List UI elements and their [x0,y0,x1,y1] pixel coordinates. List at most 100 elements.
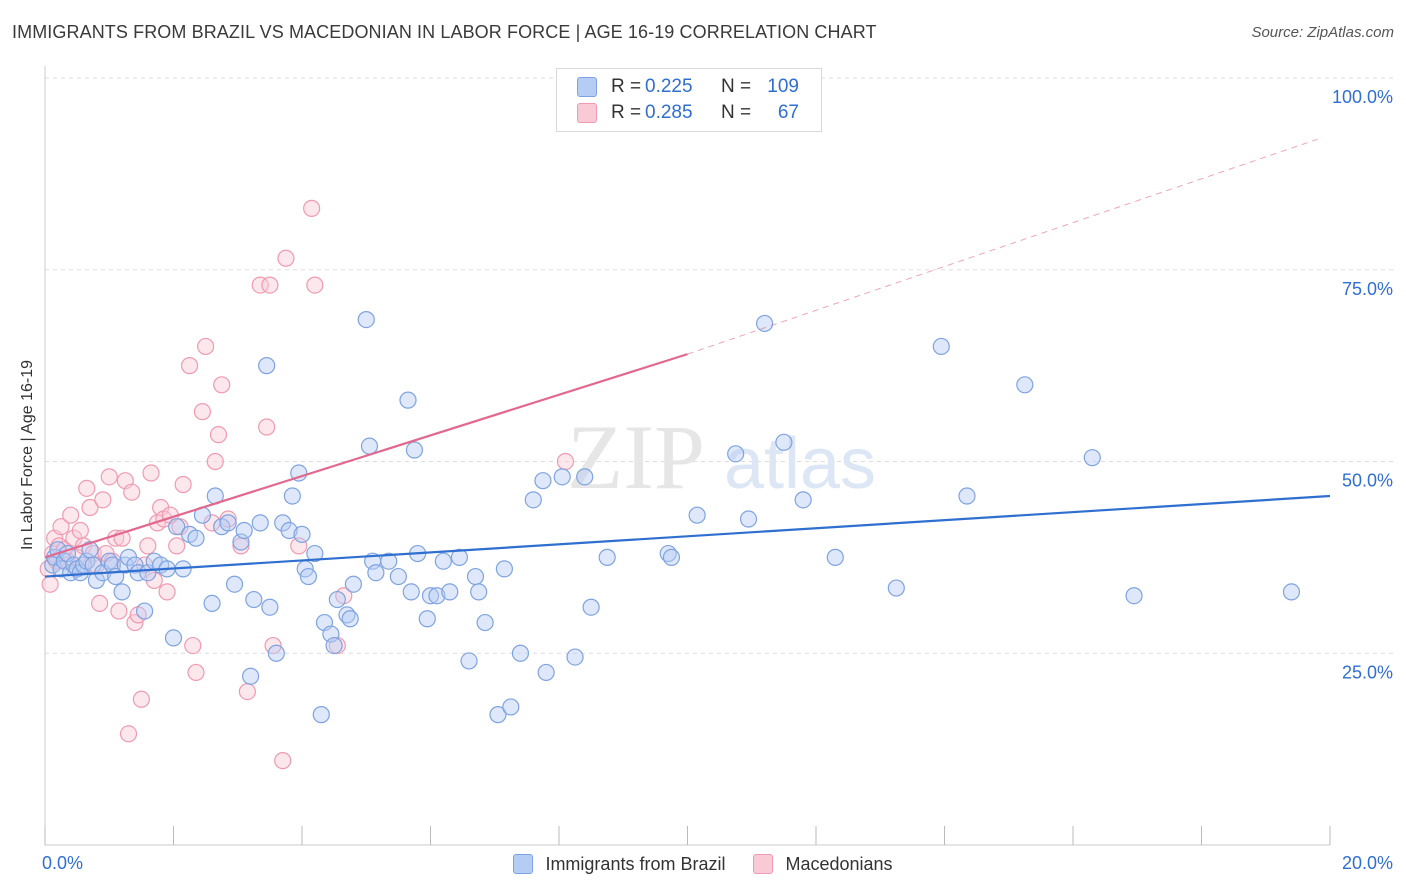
data-point [187,663,205,682]
data-point [139,537,157,555]
data-point [209,426,228,444]
stats-row-macedonians: R = 0.285 N = 67 [577,101,799,125]
data-point [360,437,379,455]
legend: Immigrants from Brazil Macedonians [0,852,1406,876]
data-point [466,567,485,586]
data-point [206,452,224,471]
data-point [688,506,706,524]
data-point [193,403,212,421]
y-tick-label: 100.0% [1332,87,1393,107]
data-point [94,491,112,509]
data-point [775,433,793,451]
data-point [389,567,407,586]
data-point [78,479,96,497]
watermark-atlas: atlas [724,424,876,504]
data-point [495,560,513,578]
data-point [511,644,530,662]
data-point [277,249,295,267]
data-point [164,629,183,647]
x-tick-label: 20.0% [1342,853,1393,873]
data-point [576,468,594,486]
data-point [274,752,292,770]
watermark-zip: ZIP [567,406,705,508]
data-point [399,391,417,409]
data-point [489,706,507,724]
data-point [441,583,459,601]
data-point [213,376,231,394]
data-point [113,583,131,601]
tick-labels: 25.0% 50.0% 75.0% 100.0% 0.0% 20.0% [42,87,1393,873]
x-tick-label: 0.0% [42,853,83,873]
n-label: N = [721,76,752,97]
data-point [258,418,276,436]
legend-label: Macedonians [785,853,893,874]
legend-item-macedonians[interactable]: Macedonians [753,853,893,875]
blue-swatch [513,854,534,874]
data-point [132,690,150,708]
n-value: 67 [777,102,799,123]
data-point [123,483,141,501]
data-point [556,452,575,471]
data-point [325,636,343,655]
data-point [245,590,263,609]
data-point [242,667,260,685]
data-point [582,598,600,616]
data-point [283,487,301,505]
data-point [225,575,244,593]
data-point [110,602,128,620]
pink-swatch [577,103,597,123]
data-point [1016,376,1034,394]
data-point [62,506,80,524]
data-point [235,521,253,540]
data-point [187,529,205,547]
data-point [402,583,420,601]
blue-swatch [577,77,597,97]
trend-extension-macedonians [687,138,1318,355]
data-point [598,548,616,566]
data-point [932,337,950,356]
data-point [306,276,324,294]
data-point [119,725,138,743]
series-macedonians [39,199,575,770]
n-value: 109 [767,76,799,97]
data-point [428,587,446,605]
data-point [267,644,285,662]
data-point [174,475,192,494]
data-point [958,487,976,505]
data-point [421,587,440,605]
n-label: N = [721,102,752,123]
data-point [727,445,745,463]
data-point [553,468,571,486]
data-point [328,590,346,609]
stats-box: R = 0.225 N = 109 R = 0.285 N = 67 [556,68,822,132]
r-value: 0.285 [645,102,693,123]
data-point [290,464,308,482]
data-point [739,510,758,528]
data-point [344,575,362,593]
trend-line-brazil [44,494,1331,578]
r-label: R = [611,102,642,123]
data-point [203,594,221,612]
data-point [81,498,99,517]
legend-item-brazil[interactable]: Immigrants from Brazil [513,854,725,875]
watermark: ZIP atlas [567,406,876,508]
data-point [341,610,359,628]
axes [44,66,1331,846]
data-point [450,548,469,566]
data-point [418,610,436,628]
r-label: R = [611,76,642,97]
data-point [168,518,186,536]
data-point [887,579,905,597]
stats-row-brazil: R = 0.225 N = 109 [577,75,799,99]
data-point [357,311,375,329]
data-point [794,491,812,509]
data-point [251,276,269,294]
data-point [180,357,199,375]
data-point [197,337,215,356]
gridlines [45,77,1395,654]
r-value: 0.225 [645,76,693,97]
data-point [129,564,147,582]
y-tick-label: 50.0% [1342,471,1393,491]
data-point [251,514,269,532]
data-point [261,598,279,616]
